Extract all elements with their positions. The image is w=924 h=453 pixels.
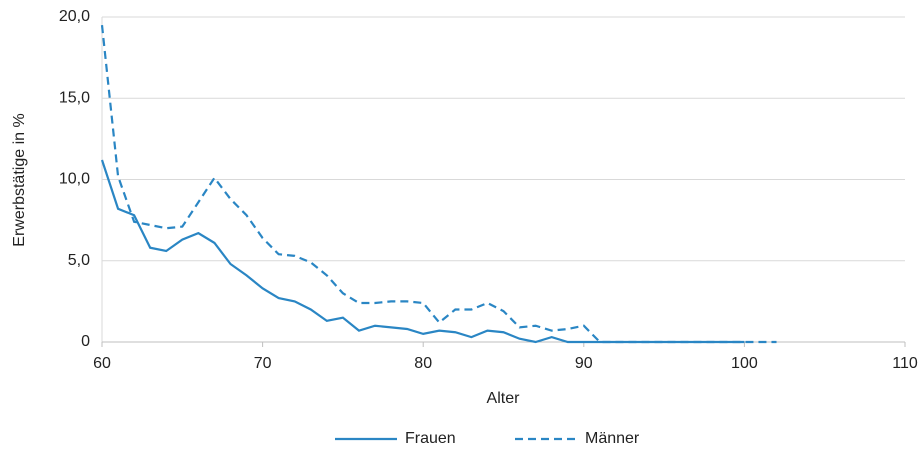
x-tick-label: 100 bbox=[731, 355, 758, 372]
x-tick-label: 60 bbox=[93, 355, 111, 372]
x-axis-label: Alter bbox=[487, 390, 521, 407]
x-tick-label: 110 bbox=[892, 355, 918, 372]
line-series bbox=[100, 25, 777, 344]
legend-label: Männer bbox=[585, 430, 640, 447]
y-tick-label: 10,0 bbox=[59, 171, 90, 188]
y-tick-label: 20,0 bbox=[59, 8, 90, 25]
x-tick-label: 90 bbox=[575, 355, 593, 372]
y-tick-label: 0 bbox=[81, 333, 90, 350]
legend-label: Frauen bbox=[405, 430, 456, 447]
y-tick-label: 15,0 bbox=[59, 89, 90, 106]
y-axis-label: Erwerbstätige in % bbox=[11, 113, 28, 246]
x-tick-label: 80 bbox=[414, 355, 432, 372]
y-tick-label: 5,0 bbox=[68, 252, 90, 269]
line-series bbox=[100, 159, 745, 344]
x-tick-label: 70 bbox=[254, 355, 272, 372]
